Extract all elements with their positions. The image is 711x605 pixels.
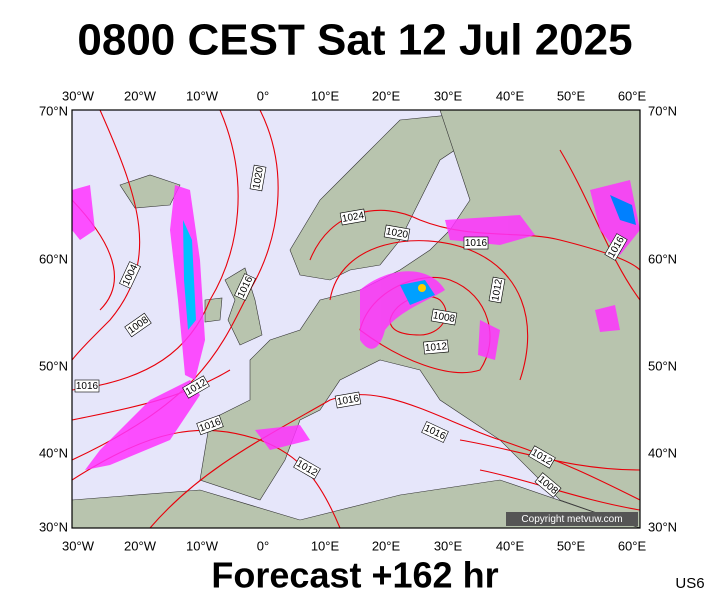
lat-label-left: 40°N [39, 445, 68, 460]
isobar-label-box [339, 208, 367, 226]
isobar-label-box [383, 224, 411, 242]
isobar-label-box [334, 391, 362, 409]
isobar-label: 1008 [430, 308, 458, 326]
isobar-label-text: 1012 [424, 341, 448, 354]
isobar-label-box [488, 276, 506, 304]
title: 0800 CEST Sat 12 Jul 2025 [77, 16, 632, 65]
isobar-label-box [234, 273, 256, 301]
isobar-label: 1020 [249, 164, 267, 192]
lat-label-left: 60°N [39, 251, 68, 266]
lon-label-top: 50°E [557, 88, 586, 103]
run-code: US6 [675, 575, 704, 592]
isobar-label-text: 1012 [490, 278, 505, 302]
map-frame [71, 109, 641, 529]
lon-label-top: 20°W [124, 88, 157, 103]
lat-label-left: 70°N [39, 103, 68, 118]
isobar-label-text: 1016 [336, 393, 360, 408]
lat-label-right: 40°N [648, 445, 677, 460]
lon-label-bottom: 30°E [434, 538, 463, 553]
isobar-label-text: 1020 [385, 226, 409, 241]
lon-label-top: 10°E [311, 88, 340, 103]
lon-label-bottom: 10°W [186, 538, 219, 553]
lon-label-top: 30°E [434, 88, 463, 103]
isobar-label-text: 1020 [251, 166, 266, 190]
lon-label-top: 30°W [62, 88, 95, 103]
lat-label-left: 30°N [39, 519, 68, 534]
graticule-labels: 30°W 30°W 20°W 20°W 10°W 10°W 0° 0° 10°E 10°E 20°E… [39, 88, 677, 553]
lat-label-right: 50°N [648, 358, 677, 373]
isobar-label-text: 1024 [341, 210, 365, 225]
isobar-label-box [463, 236, 489, 250]
isobar-label-box [528, 445, 556, 469]
isobar-label-box [430, 308, 458, 326]
isobar-label-box [124, 312, 152, 338]
lon-label-bottom: 40°E [496, 538, 525, 553]
isobar-label: 1024 [339, 208, 367, 226]
isobar-label-text: 1016 [465, 238, 488, 249]
isobar-label-text: 1008 [432, 310, 456, 325]
isobar-label: 1016 [74, 379, 100, 393]
map-area [72, 110, 640, 528]
lat-label-right: 70°N [648, 103, 677, 118]
isobar-label: 1016 [334, 391, 362, 409]
isobar-label: 1012 [423, 339, 449, 355]
lat-label-left: 50°N [39, 358, 68, 373]
lon-label-top: 0° [257, 88, 269, 103]
isobar-label-box [74, 379, 100, 393]
lat-label-right: 30°N [648, 519, 677, 534]
isobar-label-box [249, 164, 267, 192]
lon-label-bottom: 50°E [557, 538, 586, 553]
isobar-label-box [119, 261, 141, 289]
isobar-label-box [293, 456, 321, 480]
isobar-label: 1020 [383, 224, 411, 242]
isobar-label-box [534, 472, 562, 498]
isobar-label-box [182, 375, 210, 399]
copyright-box [506, 512, 638, 526]
lon-label-bottom: 60°E [618, 538, 647, 553]
forecast-label: Forecast +162 hr [211, 555, 498, 596]
isobar-label-box [196, 414, 224, 436]
lon-label-bottom: 20°W [124, 538, 157, 553]
lon-label-top: 60°E [618, 88, 647, 103]
isobar-label-box [604, 233, 628, 261]
lat-label-right: 60°N [648, 251, 677, 266]
isobar-label-box [421, 421, 449, 443]
lon-label-bottom: 0° [257, 538, 269, 553]
isobar-label-text: 1016 [76, 381, 99, 392]
isobar-label-box [423, 339, 449, 355]
lon-label-bottom: 20°E [372, 538, 401, 553]
lon-label-bottom: 10°E [311, 538, 340, 553]
isobar-label: 1016 [463, 236, 489, 250]
lon-label-top: 10°W [186, 88, 219, 103]
precip-core [183, 195, 636, 330]
lon-label-bottom: 30°W [62, 538, 95, 553]
lon-label-top: 40°E [496, 88, 525, 103]
copyright: Copyright metvuw.com [521, 514, 622, 525]
lon-label-top: 20°E [372, 88, 401, 103]
isobar-label: 1012 [488, 276, 506, 304]
land [72, 110, 640, 528]
